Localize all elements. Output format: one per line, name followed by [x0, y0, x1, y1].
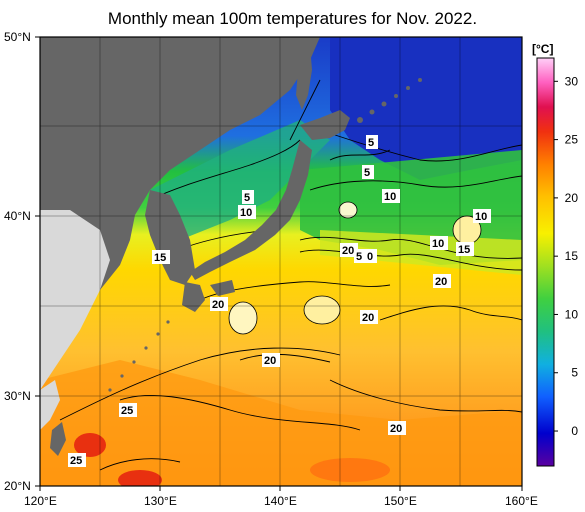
- lat-label-20: 20°N: [4, 479, 31, 493]
- svg-text:10: 10: [240, 207, 252, 219]
- contour-label: 20: [262, 353, 280, 367]
- ryukyu-islands: [108, 320, 170, 392]
- lat-label-50: 50°N: [4, 30, 31, 44]
- china-mainland: [40, 210, 110, 390]
- contour-label: 25: [68, 453, 86, 467]
- kyushu: [182, 282, 205, 312]
- hot-spot-1: [74, 433, 106, 457]
- lon-label-120: 120°E: [24, 494, 57, 508]
- contour-label: 20: [340, 243, 358, 257]
- colorbar-tick-label: 25: [565, 133, 579, 147]
- contour-label: 25: [119, 403, 137, 417]
- hokkaido: [300, 110, 350, 140]
- colorbar-tick-label: 15: [565, 249, 579, 263]
- lon-label-140: 140°E: [264, 494, 297, 508]
- lon-label-160: 160°E: [505, 494, 538, 508]
- lon-label-130: 130°E: [144, 494, 177, 508]
- warm-water-region: [40, 360, 522, 486]
- svg-text:25: 25: [121, 405, 133, 417]
- svg-text:5: 5: [368, 137, 374, 149]
- svg-text:20: 20: [212, 299, 224, 311]
- svg-text:25: 25: [70, 455, 82, 467]
- colorbar: [536, 57, 555, 467]
- colorbar-tick-label: 20: [565, 191, 579, 205]
- colorbar-tick-label: 10: [565, 307, 579, 321]
- svg-text:20: 20: [435, 276, 447, 288]
- contour-label: 10: [382, 189, 400, 203]
- lat-label-30: 30°N: [4, 389, 31, 403]
- kuril-islands: [357, 78, 422, 123]
- contour-label: 10: [430, 236, 448, 250]
- axis-ticks: [35, 36, 523, 491]
- lat-label-40: 40°N: [4, 209, 31, 223]
- colorbar-tick-label: 30: [565, 74, 579, 88]
- sakhalin: [296, 40, 312, 110]
- contour-label: 15: [152, 250, 170, 264]
- korean-peninsula: [145, 190, 195, 285]
- hot-spot-3: [310, 458, 390, 482]
- contour-label: 20: [210, 297, 228, 311]
- svg-text:20: 20: [362, 312, 374, 324]
- honshu: [190, 140, 312, 280]
- contour-label: 5: [354, 249, 366, 263]
- svg-text:15: 15: [154, 252, 166, 264]
- graticule: [40, 37, 522, 486]
- svg-text:10: 10: [384, 191, 396, 203]
- map-title: Monthly mean 100m temperatures for Nov. …: [107, 9, 478, 28]
- contour-label: 5: [366, 135, 378, 149]
- map-border: [39, 36, 523, 487]
- svg-text:20: 20: [342, 245, 354, 257]
- lon-label-150: 150°E: [384, 494, 417, 508]
- shikoku: [210, 280, 235, 296]
- asian-continent: [40, 37, 320, 380]
- colorbar-unit: [°C]: [532, 42, 553, 56]
- warm-eddy-4: [338, 201, 358, 219]
- svg-text:15: 15: [458, 244, 470, 256]
- contour-label-group: 5 5 5 10 10 10 10 15 15 20 5 0 20 20 20 …: [68, 135, 491, 467]
- contour-label: 15: [456, 242, 474, 256]
- svg-text:5: 5: [244, 192, 250, 204]
- svg-text:10: 10: [475, 211, 487, 223]
- hot-spot-2: [118, 470, 162, 486]
- contour-label: 10: [473, 209, 491, 223]
- svg-text:5: 5: [364, 167, 370, 179]
- contour-label: 20: [433, 274, 451, 288]
- svg-text:10: 10: [432, 238, 444, 250]
- warm-eddy-2: [303, 295, 341, 325]
- contour-label: 5: [362, 165, 374, 179]
- svg-text:0: 0: [367, 251, 373, 263]
- colorbar-tick-label: 0: [571, 424, 578, 438]
- contour-label: 10: [238, 205, 256, 219]
- colorbar-tick-label: 5: [571, 366, 578, 380]
- warm-eddy-1: [228, 301, 258, 335]
- contour-label: 5: [242, 190, 254, 204]
- taiwan: [50, 422, 66, 456]
- svg-text:20: 20: [390, 423, 402, 435]
- svg-text:20: 20: [264, 355, 276, 367]
- china-coast: [40, 380, 60, 430]
- map-plot-area: 5 5 5 10 10 10 10 15 15 20 5 0 20 20 20 …: [40, 37, 522, 486]
- contour-label: 0: [365, 249, 377, 263]
- colorbar-ticks: 0 5 10 15 20 25 30: [554, 74, 578, 438]
- contour-label: 20: [360, 310, 378, 324]
- contour-label: 20: [388, 421, 406, 435]
- svg-text:5: 5: [356, 251, 362, 263]
